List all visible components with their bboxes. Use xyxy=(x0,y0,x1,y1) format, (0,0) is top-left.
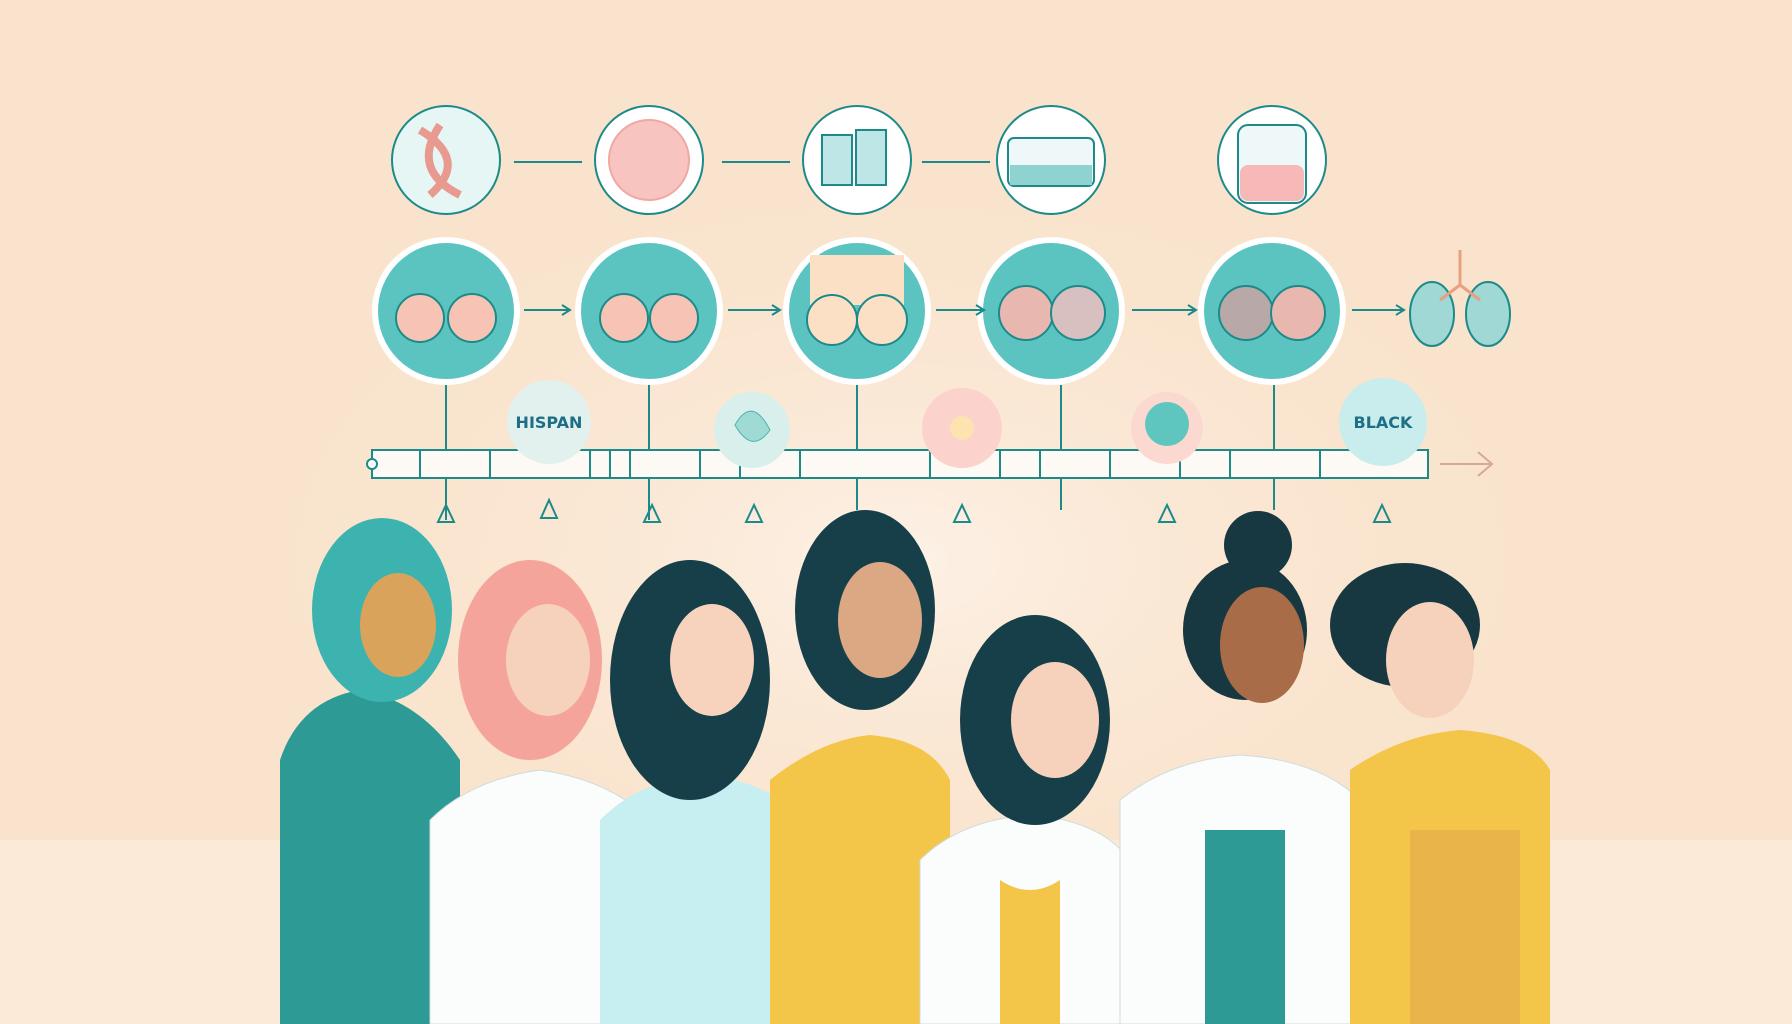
woman-4 xyxy=(770,510,950,1024)
label-hispanic: HISPAN xyxy=(507,380,591,464)
stage-1-circle xyxy=(372,237,520,385)
stage-3-circle xyxy=(783,237,931,385)
timeline-markers xyxy=(436,497,1392,523)
arrow-icon xyxy=(1440,451,1494,477)
ribbon-icon xyxy=(714,392,790,468)
stage-5-circle xyxy=(1198,237,1346,385)
woman-3 xyxy=(600,560,800,1024)
timeline[interactable] xyxy=(366,385,1429,523)
document-icon xyxy=(802,105,912,215)
label-black-text: BLACK xyxy=(1354,413,1414,432)
flower-icon xyxy=(1131,392,1203,464)
citrus-slice-icon xyxy=(594,105,704,215)
woman-2 xyxy=(429,560,651,1024)
woman-6 xyxy=(1119,511,1361,1024)
flower-icon xyxy=(922,388,1002,468)
woman-1 xyxy=(280,518,460,1024)
top-icon-row xyxy=(391,105,1327,215)
woman-5 xyxy=(919,615,1131,1024)
label-black: BLACK xyxy=(1339,378,1427,466)
group-of-women xyxy=(280,510,1550,1024)
stage-circles xyxy=(372,237,1511,385)
jar-icon xyxy=(996,105,1106,215)
dna-icon xyxy=(391,105,501,215)
lungs-icon xyxy=(1409,250,1511,347)
stage-2-circle xyxy=(575,237,723,385)
woman-7 xyxy=(1330,563,1550,1024)
flow-arrows xyxy=(524,304,1406,316)
beaker-icon xyxy=(1217,105,1327,215)
stage-4-circle xyxy=(977,237,1125,385)
label-hispanic-text: HISPAN xyxy=(516,413,583,432)
